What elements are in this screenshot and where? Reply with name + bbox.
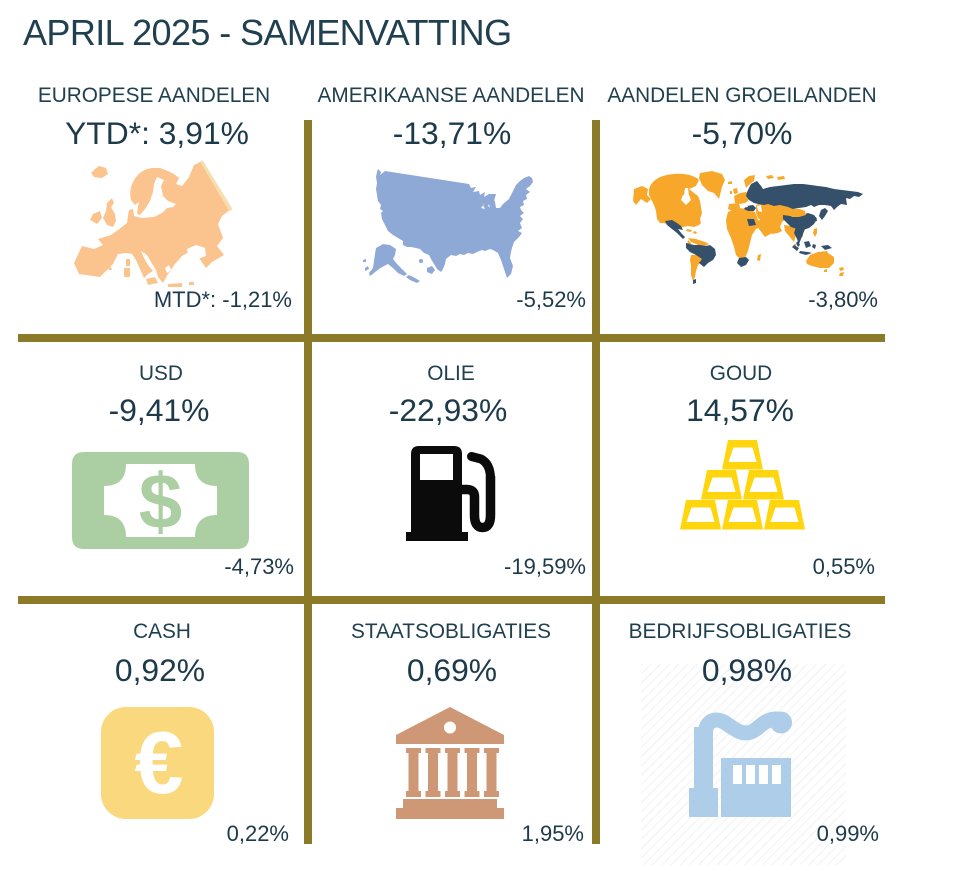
svg-text:$: $ [139,457,182,545]
svg-text:€: € [135,713,184,812]
